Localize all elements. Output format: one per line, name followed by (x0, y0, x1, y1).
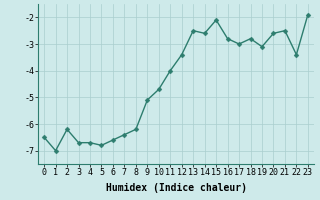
X-axis label: Humidex (Indice chaleur): Humidex (Indice chaleur) (106, 183, 246, 193)
